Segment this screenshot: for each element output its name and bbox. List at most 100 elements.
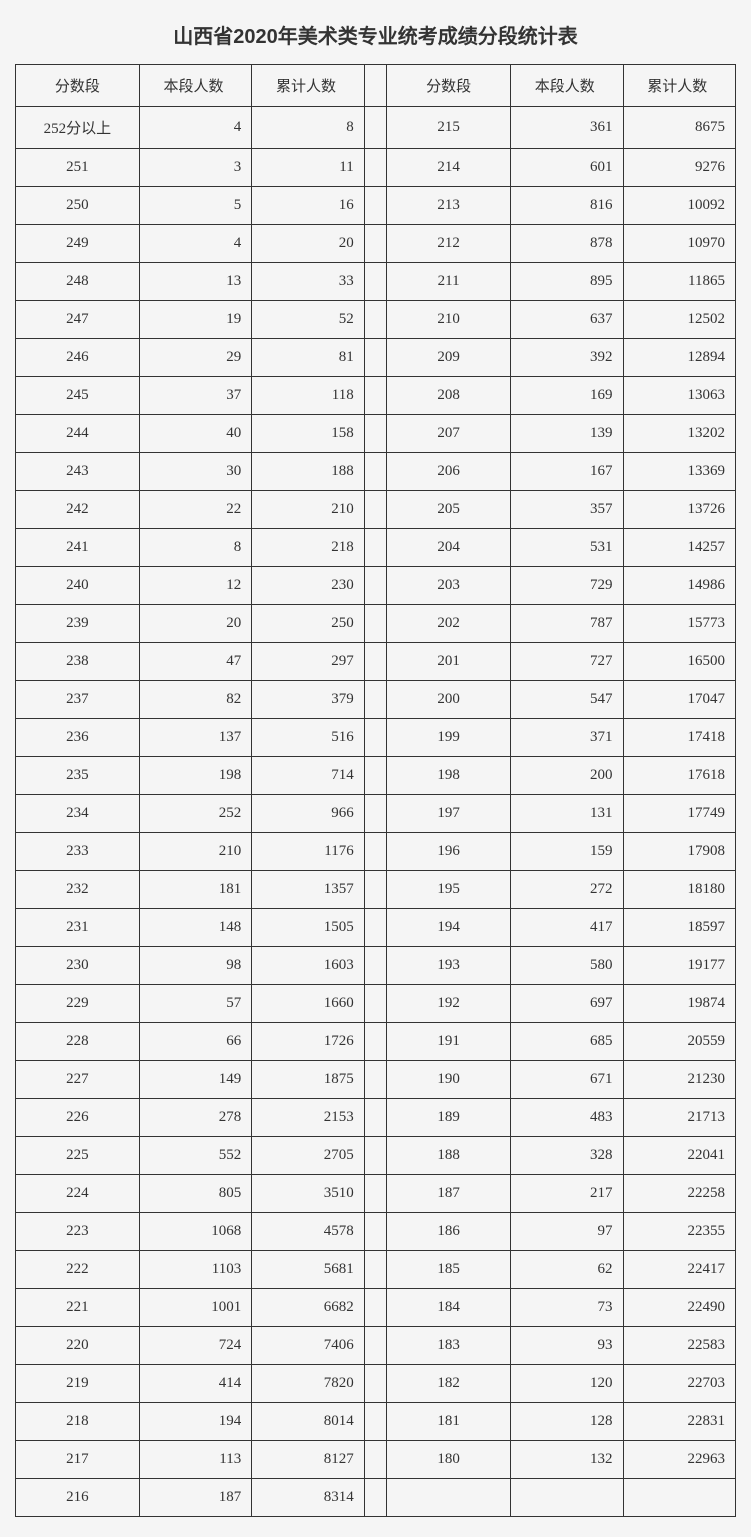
cell-score: 194 xyxy=(387,909,511,947)
table-row: 233210117619615917908 xyxy=(16,833,736,871)
cell-score: 219 xyxy=(16,1365,140,1403)
cell-score: 224 xyxy=(16,1175,140,1213)
cell-score: 210 xyxy=(387,301,511,339)
cell-score: 238 xyxy=(16,643,140,681)
cell-score: 231 xyxy=(16,909,140,947)
cell-score: 244 xyxy=(16,415,140,453)
cell-count: 131 xyxy=(511,795,624,833)
cell-count: 19 xyxy=(139,301,252,339)
cell-cumulative: 1603 xyxy=(252,947,365,985)
cell-cumulative: 8127 xyxy=(252,1441,365,1479)
cell-cumulative: 714 xyxy=(252,757,365,795)
cell-spacer xyxy=(364,377,387,415)
cell-spacer xyxy=(364,643,387,681)
cell-count: 210 xyxy=(139,833,252,871)
table-row: 23613751619937117418 xyxy=(16,719,736,757)
header-score-left: 分数段 xyxy=(16,65,140,107)
cell-score: 203 xyxy=(387,567,511,605)
cell-cumulative: 250 xyxy=(252,605,365,643)
cell-spacer xyxy=(364,339,387,377)
cell-cumulative: 2705 xyxy=(252,1137,365,1175)
table-row: 219414782018212022703 xyxy=(16,1365,736,1403)
cell-count: 217 xyxy=(511,1175,624,1213)
cell-count: 8 xyxy=(139,529,252,567)
cell-count: 4 xyxy=(139,107,252,149)
table-row: 2422221020535713726 xyxy=(16,491,736,529)
cell-cumulative: 14257 xyxy=(623,529,736,567)
cell-count: 5 xyxy=(139,187,252,225)
cell-cumulative: 12502 xyxy=(623,301,736,339)
cell-cumulative: 22831 xyxy=(623,1403,736,1441)
table-row: 2444015820713913202 xyxy=(16,415,736,453)
cell-spacer xyxy=(364,1175,387,1213)
table-row: 246298120939212894 xyxy=(16,339,736,377)
table-row: 22072474061839322583 xyxy=(16,1327,736,1365)
cell-count: 278 xyxy=(139,1099,252,1137)
header-spacer xyxy=(364,65,387,107)
cell-score: 192 xyxy=(387,985,511,1023)
cell-cumulative: 33 xyxy=(252,263,365,301)
cell-count: 30 xyxy=(139,453,252,491)
cell-spacer xyxy=(364,1251,387,1289)
cell-cumulative: 12894 xyxy=(623,339,736,377)
cell-spacer xyxy=(364,909,387,947)
cell-count: 128 xyxy=(511,1403,624,1441)
cell-score: 250 xyxy=(16,187,140,225)
cell-count: 149 xyxy=(139,1061,252,1099)
cell-cumulative: 17618 xyxy=(623,757,736,795)
cell-spacer xyxy=(364,1327,387,1365)
cell-score: 193 xyxy=(387,947,511,985)
cell-cumulative: 16500 xyxy=(623,643,736,681)
cell-cumulative: 21230 xyxy=(623,1061,736,1099)
cell-cumulative: 230 xyxy=(252,567,365,605)
cell-cumulative: 1176 xyxy=(252,833,365,871)
cell-score: 252分以上 xyxy=(16,107,140,149)
table-row: 241821820453114257 xyxy=(16,529,736,567)
cell-score: 236 xyxy=(16,719,140,757)
cell-cumulative: 1357 xyxy=(252,871,365,909)
cell-cumulative: 18597 xyxy=(623,909,736,947)
cell-spacer xyxy=(364,605,387,643)
cell-spacer xyxy=(364,795,387,833)
cell-score: 211 xyxy=(387,263,511,301)
cell-spacer xyxy=(364,453,387,491)
table-row: 2433018820616713369 xyxy=(16,453,736,491)
cell-count: 697 xyxy=(511,985,624,1023)
cell-score: 186 xyxy=(387,1213,511,1251)
cell-score: 251 xyxy=(16,149,140,187)
table-row: 218194801418112822831 xyxy=(16,1403,736,1441)
cell-cumulative: 16 xyxy=(252,187,365,225)
cell-cumulative: 1875 xyxy=(252,1061,365,1099)
cell-score: 184 xyxy=(387,1289,511,1327)
cell-count: 22 xyxy=(139,491,252,529)
cell-count: 113 xyxy=(139,1441,252,1479)
cell-spacer xyxy=(364,833,387,871)
cell-score: 213 xyxy=(387,187,511,225)
cell-score: 212 xyxy=(387,225,511,263)
header-score-right: 分数段 xyxy=(387,65,511,107)
cell-cumulative: 20 xyxy=(252,225,365,263)
cell-cumulative: 2153 xyxy=(252,1099,365,1137)
cell-cumulative: 11 xyxy=(252,149,365,187)
cell-cumulative: 17908 xyxy=(623,833,736,871)
cell-count: 483 xyxy=(511,1099,624,1137)
cell-count: 580 xyxy=(511,947,624,985)
header-count-right: 本段人数 xyxy=(511,65,624,107)
cell-score: 195 xyxy=(387,871,511,909)
header-count-left: 本段人数 xyxy=(139,65,252,107)
cell-cumulative: 22583 xyxy=(623,1327,736,1365)
table-row: 2378237920054717047 xyxy=(16,681,736,719)
cell-spacer xyxy=(364,1213,387,1251)
cell-cumulative: 19874 xyxy=(623,985,736,1023)
cell-score: 207 xyxy=(387,415,511,453)
cell-cumulative: 13726 xyxy=(623,491,736,529)
cell-score: 240 xyxy=(16,567,140,605)
cell-cumulative: 14986 xyxy=(623,567,736,605)
table-row: 227149187519067121230 xyxy=(16,1061,736,1099)
cell-cumulative: 10970 xyxy=(623,225,736,263)
cell-score: 221 xyxy=(16,1289,140,1327)
cell-cumulative: 17749 xyxy=(623,795,736,833)
table-row: 221100166821847322490 xyxy=(16,1289,736,1327)
cell-cumulative: 7406 xyxy=(252,1327,365,1365)
cell-count: 120 xyxy=(511,1365,624,1403)
